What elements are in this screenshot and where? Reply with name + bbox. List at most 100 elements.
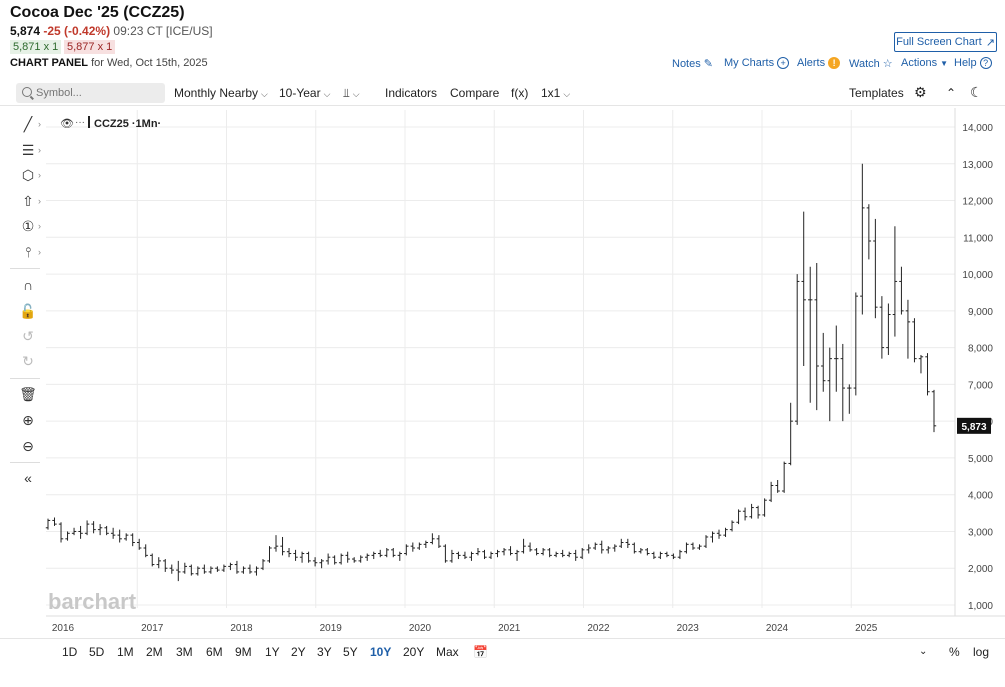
aggregation-dropdown[interactable]: Monthly Nearby ⌵ (174, 86, 268, 100)
ohlc-bars-icon: ⫫ (343, 86, 350, 100)
zoom-out-icon[interactable]: ⊖ (22, 438, 34, 454)
annotation-tool-icon[interactable]: ① › (21, 218, 41, 234)
edit-note-icon: ✎ (703, 58, 713, 70)
ohlc-bar (540, 548, 546, 556)
layout-dropdown[interactable]: 1x1 ⌵ (541, 86, 570, 100)
last-price-tag: 5,873 (957, 417, 991, 434)
trash-icon[interactable]: 🗑 (19, 386, 37, 402)
ohlc-bar (443, 544, 448, 563)
y-tick-label: 5,000 (968, 454, 993, 465)
log-toggle[interactable]: log (973, 645, 990, 659)
price-chart[interactable]: 1,0002,0003,0004,0005,0006,0007,0008,000… (0, 108, 1005, 638)
undo-icon[interactable]: ↺ (22, 328, 34, 344)
ohlc-bar (853, 292, 859, 396)
pencil-icon: ↗ (985, 36, 995, 49)
dark-mode-icon[interactable]: ☾ (970, 84, 983, 100)
range-button-5d[interactable]: 5D (89, 645, 105, 659)
ohlc-bar (482, 549, 487, 560)
magnet-icon[interactable]: ∩ (22, 277, 34, 293)
actions-menu[interactable]: Actions ▼ (901, 57, 948, 69)
ohlc-bar (788, 402, 793, 466)
my-charts-link[interactable]: My Charts + (724, 57, 790, 69)
ohlc-bar (319, 559, 324, 569)
x-tick-label: 2017 (141, 623, 164, 634)
notes-link[interactable]: Notes ✎ (672, 57, 713, 71)
fibonacci-tool-icon[interactable]: ☰ › (21, 142, 41, 158)
y-tick-label: 13,000 (962, 160, 993, 171)
range-button-max[interactable]: Max (436, 645, 459, 659)
fx-button[interactable]: f(x) (511, 86, 529, 100)
compare-button[interactable]: Compare (450, 86, 500, 100)
panel-date: for Wed, Oct 15th, 2025 (91, 57, 208, 69)
ohlc-bar (606, 546, 611, 554)
ohlc-bar (703, 535, 709, 549)
unlock-icon[interactable]: 🔓 (19, 303, 37, 319)
ohlc-bar (781, 461, 787, 493)
ohlc-bar (580, 548, 585, 560)
ohlc-bar (241, 566, 246, 574)
watch-link[interactable]: Watch ☆ (849, 57, 893, 71)
chevron-down-icon: ⌵ (261, 89, 268, 99)
range-button-2m[interactable]: 2M (146, 645, 163, 659)
ohlc-bar (553, 551, 559, 558)
ohlc-bar (358, 555, 363, 563)
ohlc-bar (814, 263, 819, 411)
notes-label: Notes (672, 57, 701, 70)
period-dropdown[interactable]: 10-Year ⌵ (279, 86, 330, 100)
indicators-button[interactable]: Indicators (385, 86, 438, 100)
range-button-5y[interactable]: 5Y (343, 645, 358, 659)
ohlc-bar (228, 562, 233, 571)
ohlc-bar (338, 553, 344, 565)
ohlc-bar (345, 551, 350, 563)
ohlc-bar (593, 542, 598, 550)
range-button-10y[interactable]: 10Y (370, 645, 392, 659)
range-button-20y[interactable]: 20Y (403, 645, 425, 659)
redo-icon[interactable]: ↻ (22, 353, 34, 369)
ohlc-bar (65, 531, 70, 541)
collapse-up-icon[interactable]: ⌃ (946, 86, 957, 100)
ohlc-bar (163, 559, 168, 572)
ohlc-bar (873, 218, 878, 319)
range-button-1m[interactable]: 1M (117, 645, 134, 659)
bar-type-dropdown[interactable]: ⫫ ⌵ (343, 86, 360, 101)
range-button-1d[interactable]: 1D (62, 645, 78, 659)
symbol-search-input[interactable] (16, 83, 165, 103)
ohlc-bar (299, 551, 305, 563)
range-button-6m[interactable]: 6M (206, 645, 223, 659)
y-tick-label: 11,000 (963, 233, 993, 244)
double-chevron-down-icon[interactable]: ⌄ (919, 646, 928, 657)
range-button-3y[interactable]: 3Y (317, 645, 332, 659)
chart-panel-label: CHART PANEL for Wed, Oct 15th, 2025 (10, 57, 208, 69)
ohlc-bar (612, 544, 617, 552)
ohlc-bar (794, 274, 800, 425)
eye-icon[interactable]: 👁 (60, 118, 74, 130)
help-link[interactable]: Help ? (954, 57, 992, 69)
measure-tool-icon[interactable]: ⫯ › (24, 244, 41, 260)
gear-icon[interactable]: ⚙ (914, 84, 927, 100)
ohlc-bar (410, 542, 416, 552)
ohlc-bar (749, 503, 754, 519)
full-screen-chart-button[interactable]: Full Screen Chart ↗ (894, 32, 997, 52)
trendline-tool-icon[interactable]: ╱ › (23, 116, 41, 132)
ohlc-bar (905, 299, 911, 359)
alerts-link[interactable]: Alerts ! (797, 57, 841, 69)
ohlc-bar (664, 551, 670, 558)
range-button-9m[interactable]: 9M (235, 645, 252, 659)
ohlc-bar (202, 564, 207, 574)
ohlc-bar (475, 548, 481, 556)
percent-toggle[interactable]: % (949, 645, 960, 659)
range-button-2y[interactable]: 2Y (291, 645, 306, 659)
calendar-icon[interactable]: 📅 (473, 645, 488, 659)
ohlc-bar (697, 544, 702, 550)
range-button-1y[interactable]: 1Y (265, 645, 280, 659)
arrow-tool-icon[interactable]: ⇧ › (22, 193, 41, 209)
collapse-sidebar-icon[interactable]: « (24, 470, 32, 486)
ohlc-bar (501, 548, 507, 556)
ohlc-bar (110, 527, 116, 539)
zoom-in-icon[interactable]: ⊕ (22, 412, 34, 428)
shapes-tool-icon[interactable]: ⬡ › (21, 167, 41, 183)
more-dots-icon[interactable]: ··· (75, 117, 85, 128)
templates-button[interactable]: Templates (849, 86, 904, 100)
aggregation-label: Monthly Nearby (174, 86, 259, 100)
range-button-3m[interactable]: 3M (176, 645, 193, 659)
